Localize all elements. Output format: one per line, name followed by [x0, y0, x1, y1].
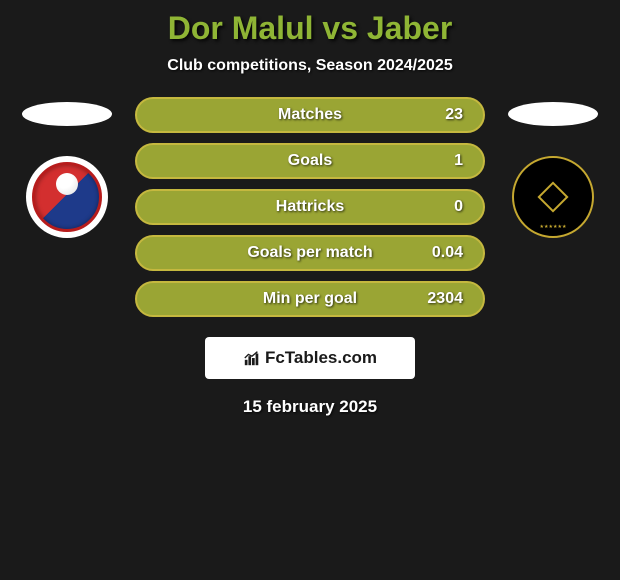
brand-text: FcTables.com [265, 348, 377, 368]
chart-icon [243, 349, 261, 367]
stat-label: Min per goal [263, 290, 357, 308]
subtitle: Club competitions, Season 2024/2025 [167, 57, 452, 75]
stat-label: Goals per match [247, 244, 372, 262]
stat-bar-goals: Goals 1 [135, 143, 485, 179]
right-column: ★★★★★★ [503, 97, 603, 238]
brand-box[interactable]: FcTables.com [205, 337, 415, 379]
stat-value-right: 0 [454, 198, 463, 216]
content-row: Matches 23 Goals 1 Hattricks 0 Goals per… [0, 97, 620, 317]
right-club-badge-inner: ★★★★★★ [519, 163, 587, 231]
stars-icon: ★★★★★★ [540, 224, 567, 230]
page-title: Dor Malul vs Jaber [168, 10, 453, 47]
stat-value-right: 23 [445, 106, 463, 124]
brand-label: FcTables.com [243, 348, 377, 368]
soccer-ball-icon [56, 173, 78, 195]
left-nation-flag [22, 102, 112, 126]
main-container: Dor Malul vs Jaber Club competitions, Se… [0, 0, 620, 427]
stats-column: Matches 23 Goals 1 Hattricks 0 Goals per… [135, 97, 485, 317]
stat-bar-min-per-goal: Min per goal 2304 [135, 281, 485, 317]
stat-value-right: 1 [454, 152, 463, 170]
left-club-badge-inner [32, 162, 102, 232]
stat-label: Hattricks [276, 198, 344, 216]
date-text: 15 february 2025 [243, 397, 377, 417]
right-nation-flag [508, 102, 598, 126]
stat-value-right: 0.04 [432, 244, 463, 262]
stat-label: Matches [278, 106, 342, 124]
left-column [17, 97, 117, 238]
right-club-badge: ★★★★★★ [512, 156, 594, 238]
stat-bar-goals-per-match: Goals per match 0.04 [135, 235, 485, 271]
stat-bar-matches: Matches 23 [135, 97, 485, 133]
stat-label: Goals [288, 152, 332, 170]
stat-bar-hattricks: Hattricks 0 [135, 189, 485, 225]
left-club-badge [26, 156, 108, 238]
diamond-icon [537, 181, 568, 212]
stat-value-right: 2304 [427, 290, 463, 308]
